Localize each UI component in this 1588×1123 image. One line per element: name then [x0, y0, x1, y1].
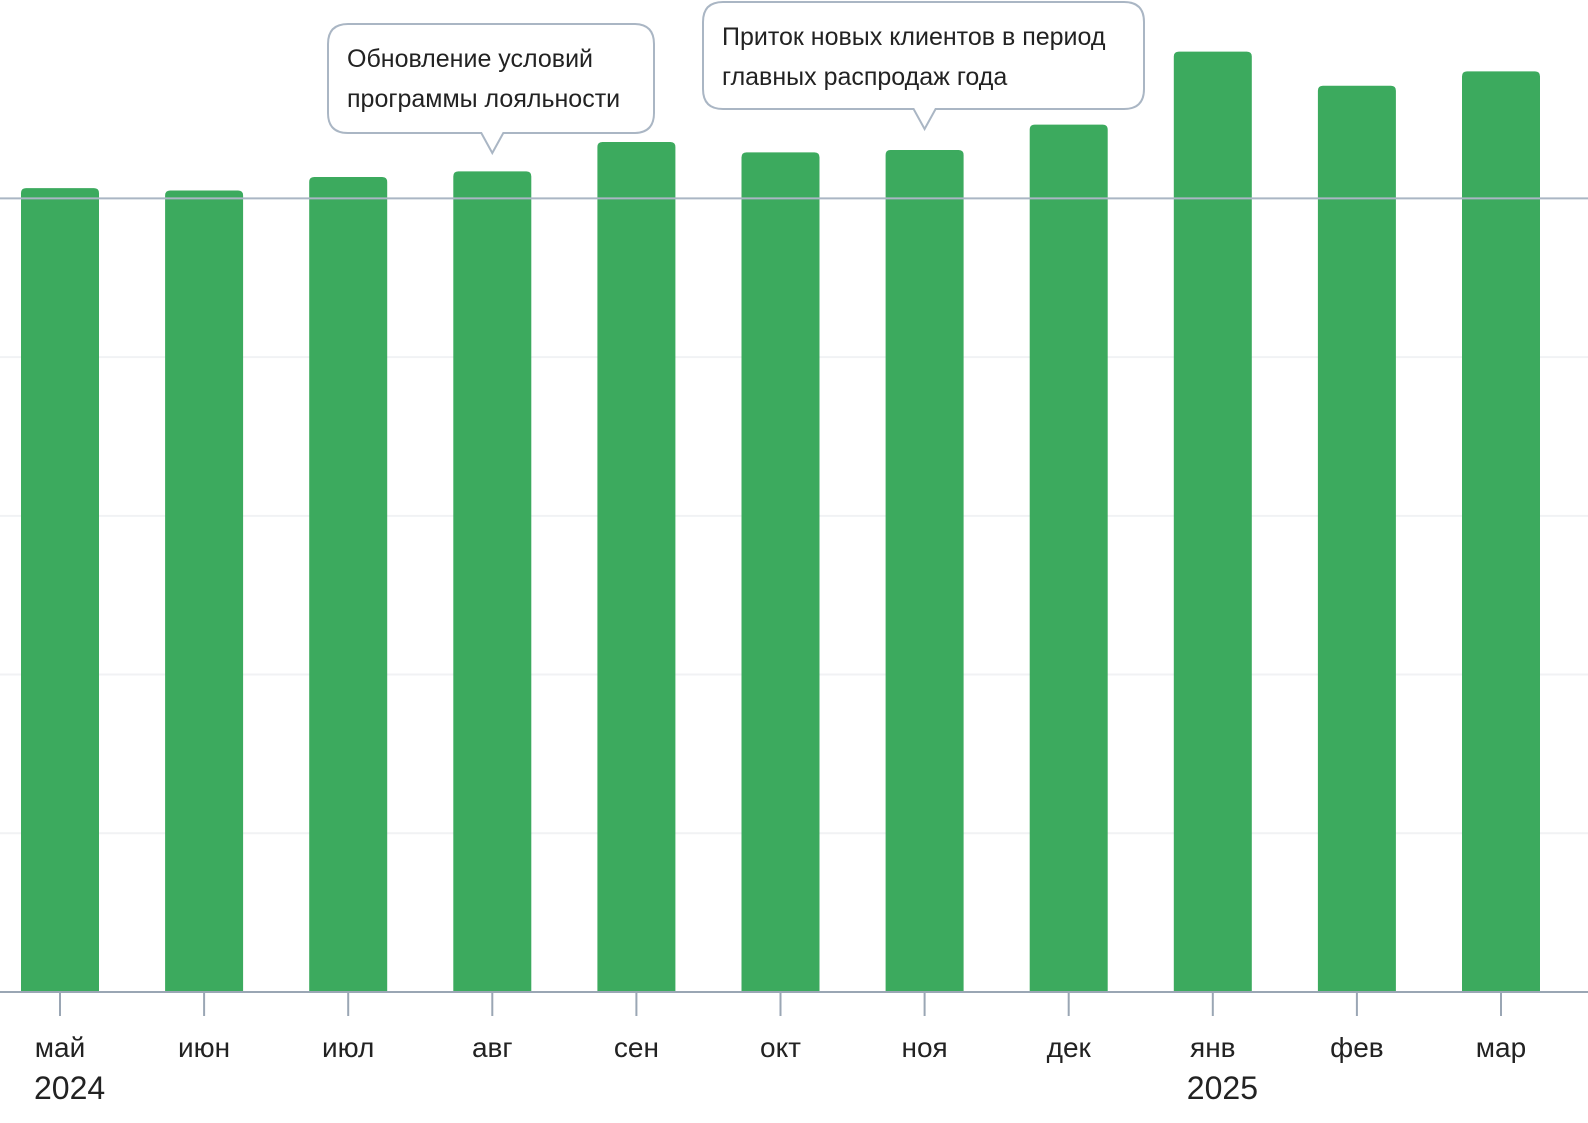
x-tick-label: окт — [760, 1032, 801, 1063]
annotation-text: Приток новых клиентов в период — [722, 23, 1106, 51]
annotation-callout — [702, 1, 1145, 132]
bar-5 — [597, 142, 676, 993]
year-label: 2024 — [34, 1070, 105, 1106]
annotation-text: программы лояльности — [347, 85, 620, 113]
bar-3 — [309, 176, 388, 993]
annotation-callout — [327, 23, 655, 156]
x-tick-label: сен — [614, 1032, 659, 1063]
x-tick-label: фев — [1330, 1032, 1383, 1063]
x-tick-label: июл — [322, 1032, 374, 1063]
x-tick-label: мар — [1476, 1032, 1526, 1063]
bar-11 — [1462, 71, 1540, 992]
x-tick-label: ноя — [901, 1032, 947, 1063]
x-tick-label: янв — [1190, 1032, 1236, 1063]
bar-4 — [453, 171, 532, 992]
year-label: 2025 — [1187, 1070, 1258, 1106]
bar-6 — [741, 152, 820, 992]
annotation-text: главных распродаж года — [722, 63, 1007, 91]
bar-7 — [885, 149, 964, 992]
bar-9 — [1173, 51, 1252, 993]
x-tick-label: авг — [472, 1032, 513, 1063]
bar-8 — [1029, 124, 1108, 992]
bar-10 — [1317, 85, 1396, 992]
x-tick-label: май — [35, 1032, 85, 1063]
x-tick-label: дек — [1047, 1032, 1092, 1063]
annotation-text: Обновление условий — [347, 45, 593, 73]
x-tick-label: июн — [178, 1032, 230, 1063]
bar-2 — [165, 190, 244, 993]
bar-1 — [21, 188, 99, 993]
